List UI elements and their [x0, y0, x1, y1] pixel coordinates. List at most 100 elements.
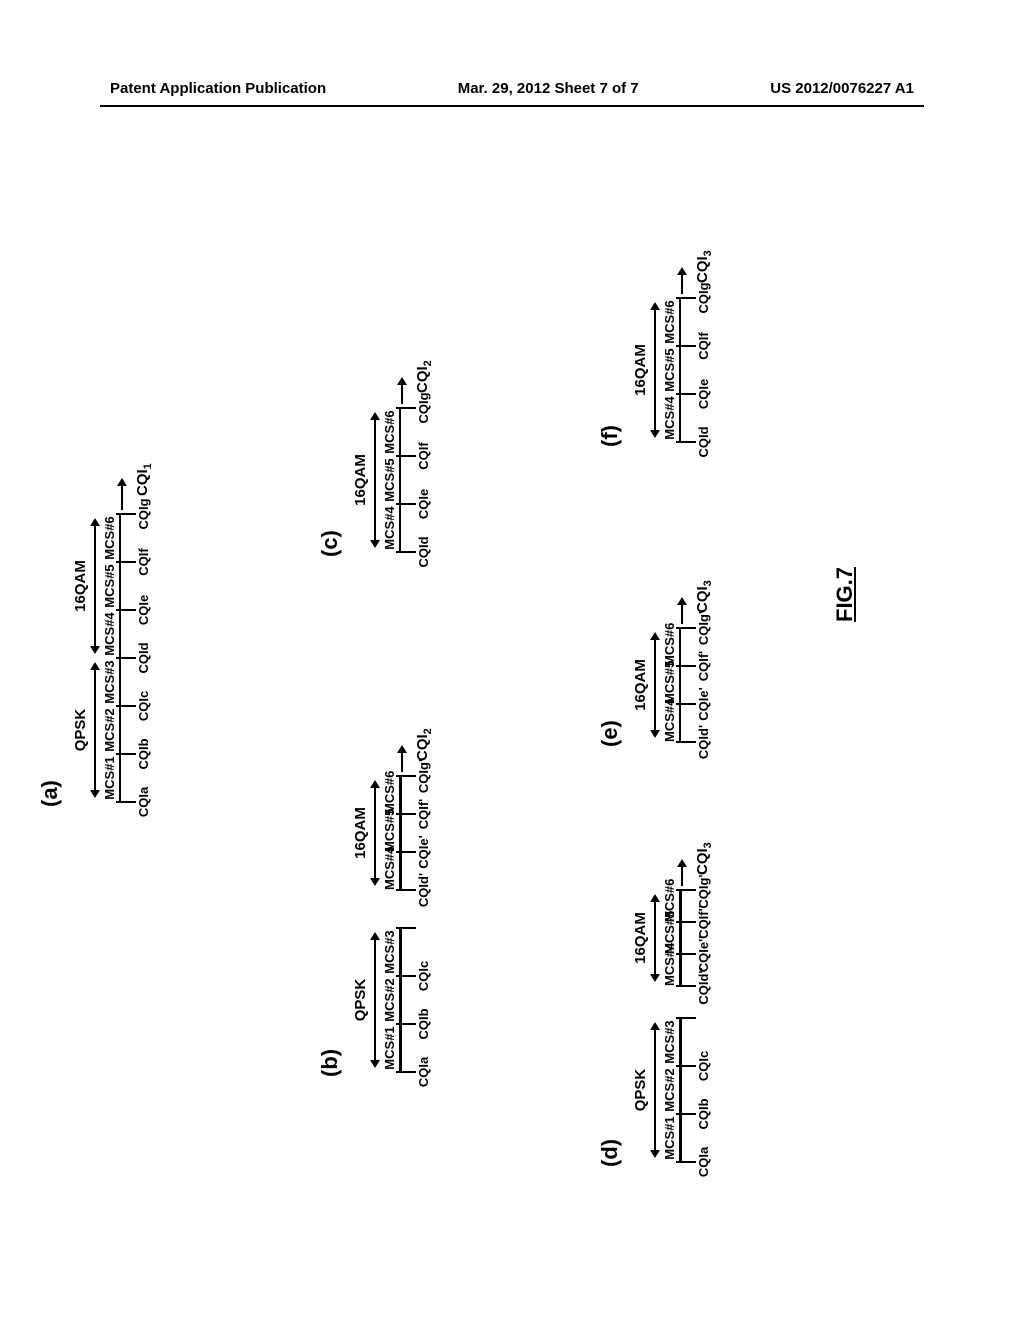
- tick-mark: [676, 441, 686, 443]
- axis-label: CQI3: [694, 842, 714, 875]
- mcs-cell: MCS#4: [380, 504, 401, 552]
- modulation-label: 16QAM: [632, 890, 649, 986]
- tick-mark: [396, 407, 406, 409]
- mcs-cell: MCS#4: [100, 610, 121, 658]
- mcs-cell: MCS#3: [380, 928, 401, 976]
- axis-arrow: [121, 480, 123, 510]
- cqi-cell: CQIf: [134, 538, 153, 586]
- tick-mark: [676, 393, 686, 395]
- tick-mark: [116, 705, 126, 707]
- cqi-cell: CQIb: [414, 1002, 433, 1046]
- tick-mark: [686, 1017, 696, 1019]
- range-arrow: [94, 520, 96, 652]
- tick-mark: [116, 801, 126, 803]
- tick-mark: [116, 513, 126, 515]
- cqi-cell: CQId: [134, 634, 153, 682]
- mcs-cell: MCS#4: [660, 954, 681, 986]
- range-arrow: [654, 896, 656, 980]
- modulation-label: QPSK: [352, 928, 369, 1072]
- range-arrow: [374, 782, 376, 884]
- tick-mark: [676, 345, 686, 347]
- mcs-cell: MCS#5: [660, 346, 681, 394]
- header-right: US 2012/0076227 A1: [770, 80, 914, 97]
- mcs-cell: MCS#1: [660, 1114, 681, 1162]
- range-arrow: [654, 634, 656, 736]
- cqi-cell: CQIa: [414, 1050, 433, 1094]
- cqi-cell: CQIg': [694, 609, 713, 647]
- panel-label: (d): [597, 1139, 623, 1167]
- tick-mark: [676, 703, 686, 705]
- modulation-label: 16QAM: [632, 628, 649, 742]
- tick-mark: [676, 665, 686, 667]
- cqi-cell: CQIe': [694, 685, 713, 723]
- mcs-row: MCS#1MCS#2MCS#3MCS#4MCS#5MCS#6: [660, 890, 681, 1162]
- mcs-cell: MCS#6: [660, 628, 681, 666]
- tick-mark: [406, 927, 416, 929]
- range-arrow: [94, 664, 96, 796]
- modulation-label: 16QAM: [352, 776, 369, 890]
- axis-label: CQI2: [414, 360, 434, 393]
- cqi-cell: CQIf': [694, 647, 713, 685]
- header-center: Mar. 29, 2012 Sheet 7 of 7: [458, 80, 639, 97]
- axis-arrow: [401, 747, 403, 772]
- cqi-cell: CQIc: [134, 682, 153, 730]
- tick-mark: [396, 551, 406, 553]
- axis-label: CQI3: [694, 250, 714, 283]
- range-arrow: [374, 934, 376, 1066]
- mcs-cell: MCS#1: [100, 754, 121, 802]
- cqi-cell: CQIa: [694, 1140, 713, 1184]
- cqi-cell: CQIc: [694, 1044, 713, 1088]
- tick-mark: [116, 561, 126, 563]
- range-arrow: [654, 304, 656, 436]
- figure-caption: FIG.7: [832, 567, 858, 622]
- modulation-label: QPSK: [632, 1018, 649, 1162]
- mcs-cell: MCS#4: [660, 394, 681, 442]
- cqi-cell: CQIg: [134, 490, 153, 538]
- range-arrow: [374, 414, 376, 546]
- cqi-cell: CQIf': [414, 792, 433, 836]
- mcs-cell: MCS#3: [100, 658, 121, 706]
- cqi-cell: CQId': [694, 723, 713, 761]
- cqi-cell: CQIe: [134, 586, 153, 634]
- modulation-label: 16QAM: [632, 298, 649, 442]
- axis-label: CQI1: [134, 463, 154, 496]
- tick-mark: [396, 455, 406, 457]
- mcs-row: MCS#4MCS#5MCS#6: [660, 628, 681, 742]
- cqi-cell: CQIe': [414, 830, 433, 874]
- panel-label: (e): [597, 720, 623, 747]
- mcs-cell: MCS#2: [660, 1066, 681, 1114]
- panel-label: (a): [37, 780, 63, 807]
- mcs-cell: MCS#5: [380, 814, 401, 852]
- mcs-cell: MCS#5: [660, 666, 681, 704]
- axis-arrow: [681, 599, 683, 624]
- cqi-cell: CQIe: [414, 480, 433, 528]
- axis-arrow: [401, 379, 403, 404]
- mcs-cell: MCS#4: [660, 704, 681, 742]
- mcs-cell: MCS#2: [380, 976, 401, 1024]
- cqi-row: CQId'CQIe'CQIf'CQIg': [694, 609, 713, 761]
- mcs-cell: MCS#2: [100, 706, 121, 754]
- mcs-cell: MCS#6: [660, 298, 681, 346]
- tick-mark: [676, 627, 686, 629]
- mcs-cell: MCS#4: [380, 852, 401, 890]
- cqi-cell: CQId: [694, 418, 713, 466]
- cqi-row: CQIdCQIeCQIfCQIg: [694, 274, 713, 466]
- cqi-cell: CQId: [414, 528, 433, 576]
- tick-mark: [396, 503, 406, 505]
- mcs-cell: MCS#5: [100, 562, 121, 610]
- panel-label: (f): [597, 425, 623, 447]
- axis-label: CQI3: [694, 580, 714, 613]
- mcs-cell: MCS#3: [660, 1018, 681, 1066]
- cqi-cell: CQId': [414, 868, 433, 912]
- mcs-row: MCS#4MCS#5MCS#6: [380, 408, 401, 552]
- page-header: Patent Application Publication Mar. 29, …: [0, 80, 1024, 97]
- tick-mark: [116, 657, 126, 659]
- modulation-label: QPSK: [72, 658, 89, 802]
- cqi-cell: CQIe: [694, 370, 713, 418]
- cqi-row: CQIdCQIeCQIfCQIg: [414, 384, 433, 576]
- modulation-label: 16QAM: [72, 514, 89, 658]
- mcs-cell: MCS#5: [660, 922, 681, 954]
- cqi-row: CQIaCQIbCQIcCQIdCQIeCQIfCQIg: [134, 490, 153, 826]
- cqi-cell: CQIb: [694, 1092, 713, 1136]
- cqi-cell: CQIb: [134, 730, 153, 778]
